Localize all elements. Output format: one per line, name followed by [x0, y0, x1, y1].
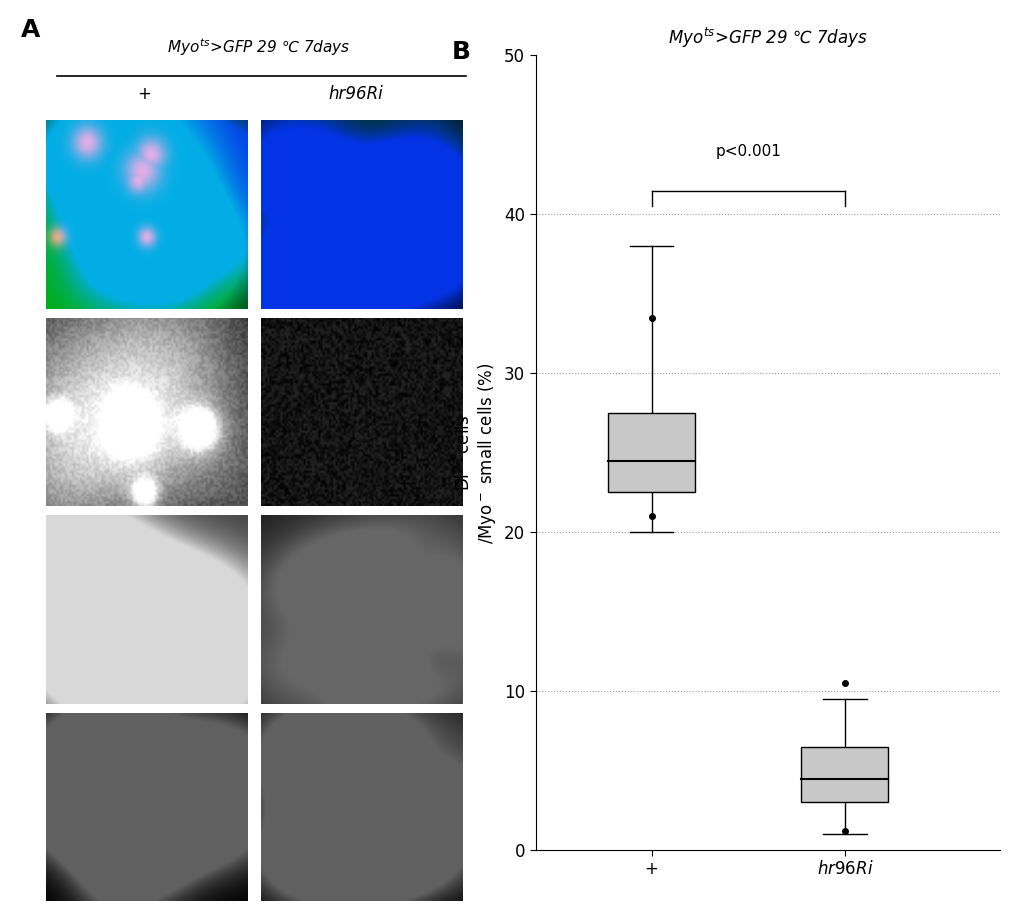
Text: /: / — [87, 279, 91, 289]
Text: DAPI: DAPI — [176, 279, 206, 289]
Y-axis label: Dl$^+$ cells
/Myo$^-$ small cells (%): Dl$^+$ cells /Myo$^-$ small cells (%) — [453, 362, 498, 543]
Text: hr96Ri: hr96Ri — [328, 85, 382, 103]
Text: $Myo^{ts}$>GFP 29 ℃ 7days: $Myo^{ts}$>GFP 29 ℃ 7days — [167, 36, 351, 58]
Bar — [607, 413, 694, 492]
Title: $Myo^{ts}$>GFP 29 ℃ 7days: $Myo^{ts}$>GFP 29 ℃ 7days — [667, 26, 866, 50]
Text: B: B — [451, 40, 471, 64]
Text: +: + — [138, 85, 151, 103]
Text: GFP: GFP — [117, 279, 142, 289]
Text: GFP: GFP — [351, 671, 378, 684]
Text: p<0.001: p<0.001 — [714, 144, 781, 159]
Text: A: A — [20, 18, 40, 43]
Text: Dl: Dl — [57, 279, 70, 289]
Bar — [801, 747, 888, 802]
Text: Dl: Dl — [357, 474, 372, 487]
Text: DAPI: DAPI — [334, 869, 367, 881]
Text: /: / — [87, 279, 91, 289]
